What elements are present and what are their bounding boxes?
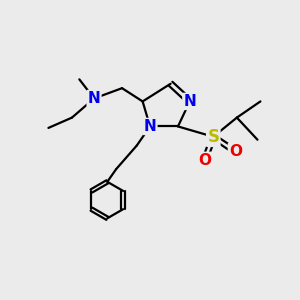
Text: S: S [207,128,219,146]
Text: N: N [88,91,100,106]
Text: N: N [183,94,196,109]
Text: O: O [229,144,242,159]
Text: O: O [198,153,211,168]
Text: N: N [144,119,156,134]
